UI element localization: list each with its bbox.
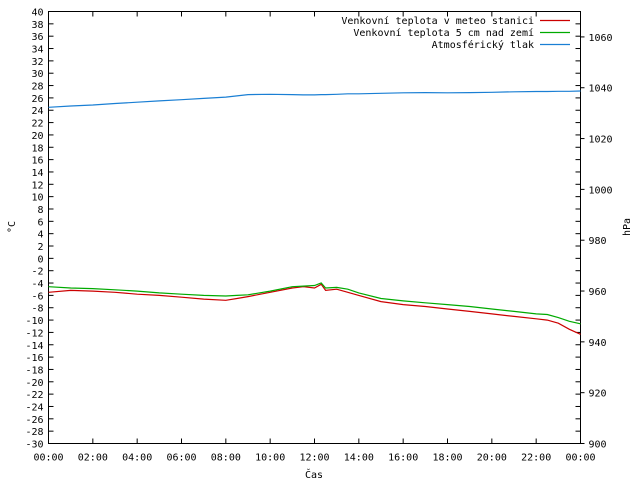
x-tick-label: 08:00 bbox=[211, 453, 241, 464]
y-tick-label: -10 bbox=[25, 316, 43, 327]
y-tick-label: 12 bbox=[31, 180, 43, 191]
y-tick-label: 14 bbox=[31, 168, 43, 179]
x-tick-label: 06:00 bbox=[166, 453, 196, 464]
y-tick-label: 0 bbox=[37, 254, 43, 265]
ticks-layer: 4038363432302826242220181614121086420-2-… bbox=[25, 8, 612, 464]
y-tick-label: 20 bbox=[31, 131, 43, 142]
y-tick-label: -6 bbox=[31, 291, 43, 302]
y2-tick-label: 1060 bbox=[589, 33, 613, 44]
y-tick-label: -16 bbox=[25, 353, 43, 364]
legend-label-1: Venkovní teplota v meteo stanici bbox=[341, 15, 534, 27]
y-tick-label: 16 bbox=[31, 156, 43, 167]
y-tick-label: 40 bbox=[31, 8, 43, 19]
y-tick-label: -4 bbox=[31, 279, 43, 290]
x-tick-label: 10:00 bbox=[255, 453, 285, 464]
x-tick-label: 18:00 bbox=[432, 453, 462, 464]
y-tick-label: 30 bbox=[31, 69, 43, 80]
x-tick-label: 02:00 bbox=[78, 453, 108, 464]
legend-label-3: Atmosférický tlak bbox=[432, 39, 534, 51]
y-tick-label: -24 bbox=[25, 402, 43, 413]
y-tick-label: -14 bbox=[25, 341, 43, 352]
y-tick-label: -26 bbox=[25, 415, 43, 426]
y-tick-label: -18 bbox=[25, 365, 43, 376]
y2-tick-label: 980 bbox=[589, 236, 607, 247]
series-layer bbox=[48, 90, 581, 335]
series-line-3 bbox=[48, 90, 581, 108]
y2-tick-label: 960 bbox=[589, 287, 607, 298]
y2-axis-label: hPa bbox=[622, 218, 633, 236]
legend-label-2: Venkovní teplota 5 cm nad zemí bbox=[353, 27, 534, 39]
y2-tick-label: 1040 bbox=[589, 84, 613, 95]
y-tick-label: 36 bbox=[31, 32, 43, 43]
y-tick-label: -30 bbox=[25, 440, 43, 451]
y-tick-label: -2 bbox=[31, 267, 43, 278]
y-tick-label: -8 bbox=[31, 304, 43, 315]
y2-tick-label: 920 bbox=[589, 389, 607, 400]
y-tick-label: 38 bbox=[31, 20, 43, 31]
y-axis-label: °C bbox=[7, 221, 18, 233]
y-tick-label: -22 bbox=[25, 390, 43, 401]
y2-tick-label: 900 bbox=[589, 440, 607, 451]
y-tick-label: 32 bbox=[31, 57, 43, 68]
y-tick-label: 6 bbox=[37, 217, 43, 228]
legend: Venkovní teplota v meteo staniciVenkovní… bbox=[341, 15, 570, 51]
series-line-2 bbox=[48, 282, 581, 325]
y-tick-label: -20 bbox=[25, 378, 43, 389]
y-tick-label: 28 bbox=[31, 82, 43, 93]
y-tick-label: 4 bbox=[37, 230, 43, 241]
y-tick-label: 8 bbox=[37, 205, 43, 216]
x-tick-label: 16:00 bbox=[388, 453, 418, 464]
y-tick-label: -28 bbox=[25, 427, 43, 438]
y-tick-label: 18 bbox=[31, 143, 43, 154]
y-tick-label: -12 bbox=[25, 328, 43, 339]
y-tick-label: 10 bbox=[31, 193, 43, 204]
y2-tick-label: 1020 bbox=[589, 135, 613, 146]
x-tick-label: 12:00 bbox=[299, 453, 329, 464]
x-tick-label: 00:00 bbox=[565, 453, 595, 464]
x-tick-label: 14:00 bbox=[344, 453, 374, 464]
y-tick-label: 34 bbox=[31, 45, 43, 56]
x-axis-label: Čas bbox=[305, 468, 323, 480]
y-tick-label: 26 bbox=[31, 94, 43, 105]
y2-tick-label: 940 bbox=[589, 338, 607, 349]
y-tick-label: 22 bbox=[31, 119, 43, 130]
plot-frame bbox=[48, 11, 581, 444]
x-tick-label: 20:00 bbox=[477, 453, 507, 464]
x-tick-label: 00:00 bbox=[33, 453, 63, 464]
series-line-1 bbox=[48, 283, 581, 335]
y-tick-label: 2 bbox=[37, 242, 43, 253]
y-tick-label: 24 bbox=[31, 106, 43, 117]
y2-tick-label: 1000 bbox=[589, 185, 613, 196]
x-tick-label: 22:00 bbox=[521, 453, 551, 464]
x-tick-label: 04:00 bbox=[122, 453, 152, 464]
